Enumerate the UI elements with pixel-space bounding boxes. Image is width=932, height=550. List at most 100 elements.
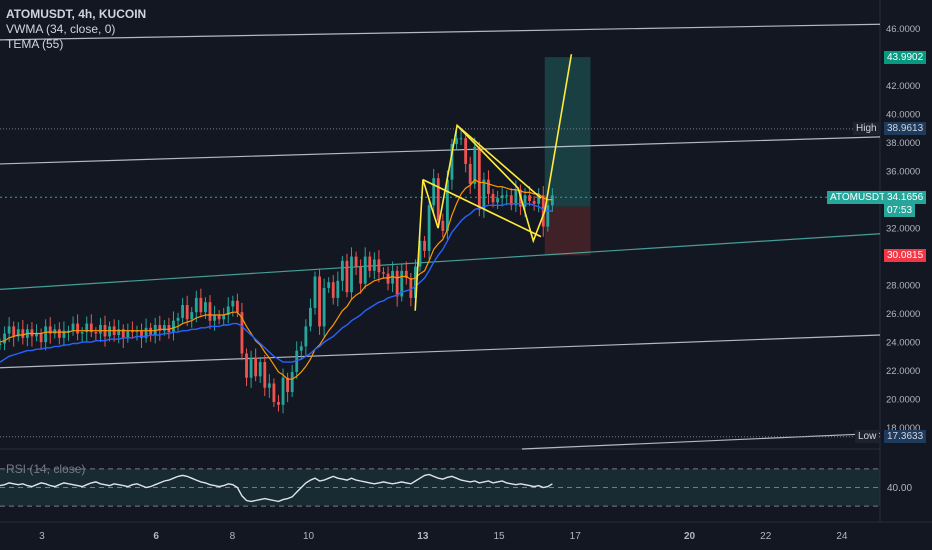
candle-body (304, 326, 308, 347)
candle-body (21, 329, 25, 338)
candle-body (190, 312, 194, 320)
price-tick-label: 40.0000 (886, 110, 920, 121)
candle-body (350, 256, 353, 293)
candle-body (172, 320, 175, 333)
candle-body (505, 195, 509, 197)
candle-body (71, 323, 75, 331)
candle-body (418, 240, 422, 267)
price-tick-label: 28.0000 (886, 281, 920, 292)
candle-body (318, 276, 321, 327)
candle-body (464, 138, 468, 164)
low-label: Low (855, 430, 880, 444)
candle-body (135, 330, 139, 333)
candle-body (509, 195, 513, 206)
candle-body (217, 315, 221, 320)
price-tick-label: 20.0000 (886, 395, 920, 406)
candle-body (67, 330, 70, 332)
candle-body (363, 256, 367, 284)
channel-line-teal (0, 233, 881, 290)
price-tick-label: 18.0000 (886, 423, 920, 434)
time-tick-label: 17 (570, 531, 582, 542)
candle-body (409, 277, 413, 298)
candle-body (473, 146, 477, 184)
rsi-value-tag: 40.00 (887, 483, 913, 494)
candle-body (39, 333, 43, 343)
candle-body (194, 297, 198, 313)
candle-body (240, 312, 244, 354)
candle-body (528, 195, 531, 201)
candle-body (550, 195, 554, 206)
candle-body (546, 205, 550, 227)
flag-lower-line (422, 178, 542, 238)
candle-body (7, 326, 11, 334)
candle-body (523, 195, 527, 207)
vwma-line (0, 203, 553, 363)
candle-body (391, 270, 395, 284)
rsi-legend[interactable]: RSI (14, close) (6, 462, 86, 476)
candle-body (57, 329, 61, 338)
candle-body (459, 138, 463, 140)
candle-body (16, 329, 20, 337)
candle-body (222, 315, 226, 320)
candle-body (235, 300, 239, 313)
candle-body (455, 138, 458, 144)
candle-body (441, 220, 445, 231)
candle-body (309, 307, 312, 327)
candle-body (432, 178, 436, 206)
candle-body (89, 323, 93, 333)
price-tick-label: 26.0000 (886, 309, 920, 320)
candle-body (423, 240, 426, 251)
vwma-legend[interactable]: VWMA (34, close, 0) (6, 22, 116, 36)
candle-body (85, 323, 89, 333)
candle-body (377, 259, 381, 273)
candle-body (254, 357, 258, 377)
candle-body (340, 260, 344, 281)
loss-zone (544, 206, 591, 256)
time-axis: 3 6 8 10 13 15 17 20 22 24 (39, 531, 848, 542)
price-tick-label: 24.0000 (886, 338, 920, 349)
candle-body (436, 178, 440, 221)
candles (0, 128, 554, 414)
candle-body (231, 300, 235, 307)
flag-upper-line (456, 124, 542, 199)
candle-body (263, 362, 267, 388)
rsi-pane (0, 468, 880, 507)
candle-body (359, 266, 363, 284)
candle-body (208, 302, 212, 321)
candle-body (372, 259, 376, 271)
candle-body (149, 327, 153, 335)
price-tick-label: 38.0000 (886, 138, 920, 149)
profit-zone (544, 57, 591, 207)
candle-body (80, 332, 84, 334)
candle-body (482, 179, 486, 210)
candle-body (331, 282, 335, 298)
candle-body (336, 280, 340, 298)
time-tick-label: 20 (684, 531, 696, 542)
price-tick-label: 22.0000 (886, 366, 920, 377)
candle-body (99, 324, 102, 334)
current-price-tag: 34.1656 (884, 190, 927, 204)
channel-line-upper (0, 23, 881, 41)
candle-body (258, 362, 262, 377)
candle-body (487, 179, 490, 194)
candle-body (130, 330, 134, 333)
candle-body (272, 383, 276, 402)
background-layer (0, 23, 881, 450)
candle-body (108, 326, 111, 337)
time-tick-label: 8 (230, 531, 236, 542)
candle-body (162, 324, 166, 331)
candle-body (3, 333, 6, 344)
candle-body (0, 343, 2, 345)
candle-body (404, 270, 408, 278)
tema-legend[interactable]: TEMA (55) (6, 37, 64, 51)
candle-body (76, 323, 80, 334)
candle-body (62, 330, 66, 338)
stop-price-tag: 30.0815 (884, 248, 927, 262)
candle-body (395, 270, 399, 297)
candle-body (450, 143, 454, 180)
candle-body (477, 146, 481, 210)
candle-body (204, 302, 207, 313)
candle-body (94, 332, 98, 334)
candle-body (491, 193, 495, 203)
